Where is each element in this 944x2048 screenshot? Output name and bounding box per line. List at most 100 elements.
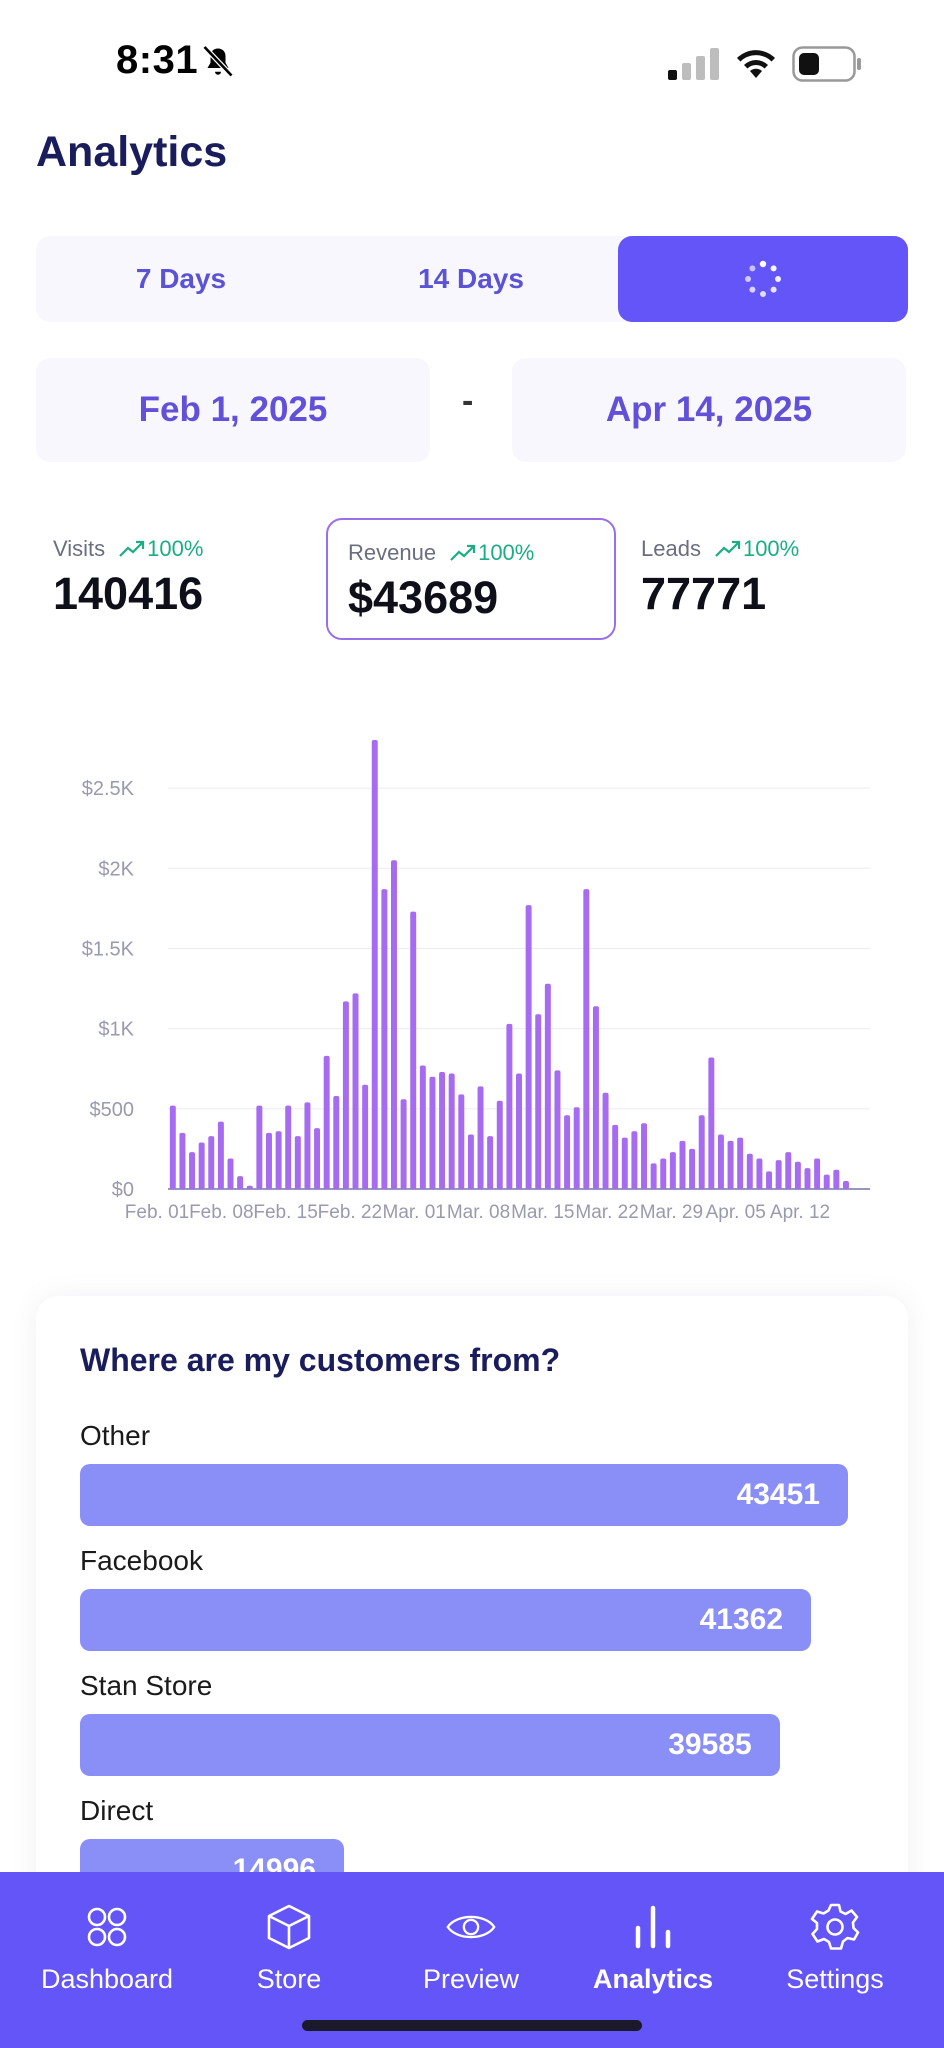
gear-icon bbox=[810, 1903, 860, 1950]
chart-bar bbox=[794, 1161, 801, 1189]
trend-indicator: 100% bbox=[450, 540, 534, 566]
bottom-nav: Dashboard Store Preview Analytics Settin… bbox=[0, 1872, 944, 2048]
chart-bar bbox=[573, 1107, 580, 1189]
x-tick-label: Feb. 22 bbox=[318, 1202, 382, 1223]
metric-value: 77771 bbox=[641, 568, 767, 619]
chart-bar bbox=[265, 1132, 272, 1189]
chart-bar bbox=[477, 1086, 484, 1189]
chart-bar bbox=[689, 1148, 696, 1189]
chart-bar bbox=[612, 1124, 619, 1189]
chart-bar bbox=[391, 860, 397, 1189]
chart-bar bbox=[766, 1171, 773, 1189]
chart-bar bbox=[698, 1115, 705, 1189]
start-date-field[interactable]: Feb 1, 2025 bbox=[36, 358, 430, 462]
source-bar: 41362 bbox=[80, 1589, 812, 1651]
chart-bar bbox=[814, 1158, 821, 1189]
chart-bar bbox=[342, 1001, 349, 1189]
chart-bar bbox=[669, 1152, 676, 1189]
chart-bar bbox=[535, 1014, 542, 1189]
nav-analytics[interactable]: Analytics bbox=[563, 1902, 743, 2012]
x-tick-label: Apr. 05 bbox=[706, 1202, 766, 1223]
x-tick-label: Mar. 08 bbox=[447, 1202, 510, 1223]
y-tick-label: $2K bbox=[98, 858, 134, 880]
tab-14-days[interactable]: 14 Days bbox=[418, 263, 524, 294]
chart-bar bbox=[727, 1140, 734, 1189]
chart-bar bbox=[823, 1174, 830, 1189]
y-tick-label: $500 bbox=[90, 1099, 135, 1121]
end-date-field[interactable]: Apr 14, 2025 bbox=[512, 358, 906, 462]
chart-bar bbox=[487, 1136, 494, 1189]
nav-preview[interactable]: Preview bbox=[381, 1902, 561, 2012]
source-bar: 43451 bbox=[80, 1464, 848, 1526]
x-tick-label: Mar. 15 bbox=[511, 1202, 574, 1223]
chart-bar bbox=[592, 1006, 599, 1189]
source-label: Facebook bbox=[80, 1545, 203, 1576]
source-label: Direct bbox=[80, 1795, 154, 1826]
box-icon bbox=[267, 1904, 311, 1950]
metric-visits[interactable]: Visits 100% 140416 bbox=[36, 518, 316, 640]
chart-bar bbox=[275, 1131, 282, 1189]
trend-up-icon bbox=[119, 540, 145, 557]
nav-dashboard[interactable]: Dashboard bbox=[17, 1902, 197, 2012]
tab-custom-range[interactable] bbox=[618, 236, 908, 322]
chart-bar bbox=[660, 1158, 667, 1189]
chart-bar bbox=[506, 1023, 513, 1189]
chart-bar bbox=[429, 1076, 436, 1189]
chart-bar bbox=[525, 905, 532, 1189]
chart-bar bbox=[362, 1084, 369, 1189]
metric-revenue[interactable]: Revenue 100% $43689 bbox=[326, 518, 616, 640]
nav-settings[interactable]: Settings bbox=[745, 1902, 925, 2012]
chart-bar bbox=[352, 993, 359, 1189]
trend-up-icon bbox=[450, 544, 476, 561]
chart-bar bbox=[467, 1134, 474, 1189]
y-tick-label: $0 bbox=[112, 1179, 134, 1201]
chart-bar bbox=[496, 1100, 503, 1189]
chart-bar bbox=[371, 740, 378, 1189]
chart-bar bbox=[198, 1142, 205, 1189]
chart-bar bbox=[217, 1121, 224, 1189]
x-tick-label: Feb. 08 bbox=[189, 1202, 253, 1223]
chart-bar bbox=[554, 1070, 561, 1189]
revenue-chart: $0 $500 $1K $1.5K $2K $2.5K Feb. 01 Feb. 08 Feb.… bbox=[0, 720, 944, 1240]
nav-label: Dashboard bbox=[40, 1964, 174, 1994]
nav-store[interactable]: Store bbox=[199, 1902, 379, 2012]
nav-label: Analytics bbox=[592, 1964, 714, 1994]
chart-bar bbox=[256, 1105, 263, 1189]
source-label: Stan Store bbox=[80, 1670, 213, 1701]
home-indicator bbox=[302, 2020, 642, 2031]
date-range-tabs: 7 Days 14 Days bbox=[36, 236, 908, 322]
chart-bar bbox=[314, 1128, 321, 1189]
metric-leads[interactable]: Leads 100% 77771 bbox=[624, 518, 904, 640]
chart-bar bbox=[400, 1099, 407, 1189]
tab-7-days[interactable]: 7 Days bbox=[135, 263, 227, 294]
y-tick-label: $1.5K bbox=[82, 938, 135, 960]
battery-icon bbox=[792, 46, 861, 82]
chart-bar bbox=[439, 1071, 446, 1189]
chart-bar bbox=[717, 1134, 724, 1189]
chart-bar bbox=[737, 1137, 744, 1189]
bar-chart-icon bbox=[635, 1905, 671, 1949]
source-value: 39585 bbox=[668, 1728, 752, 1761]
trend-value: 100% bbox=[742, 536, 800, 561]
source-value: 41362 bbox=[699, 1603, 784, 1636]
chart-bar bbox=[419, 1065, 426, 1189]
nav-label: Preview bbox=[422, 1964, 520, 1994]
trend-value: 100% bbox=[147, 536, 204, 561]
source-bar: 39585 bbox=[80, 1714, 780, 1776]
grid-circles-icon bbox=[87, 1907, 127, 1947]
chart-bar bbox=[564, 1115, 571, 1189]
bell-slash-icon bbox=[202, 45, 234, 78]
x-tick-label: Feb. 01 bbox=[125, 1202, 189, 1223]
chart-bar bbox=[650, 1163, 657, 1189]
trend-indicator: 100% bbox=[715, 536, 799, 562]
metric-label: Revenue bbox=[348, 540, 437, 565]
loading-spinner-icon bbox=[745, 260, 781, 297]
date-range-separator: - bbox=[462, 382, 474, 420]
chart-bar bbox=[323, 1055, 330, 1189]
trend-up-icon bbox=[715, 540, 741, 557]
chart-bar bbox=[679, 1140, 686, 1189]
chart-bar bbox=[621, 1137, 628, 1189]
chart-bar bbox=[333, 1095, 340, 1189]
x-tick-label: Mar. 01 bbox=[383, 1202, 446, 1223]
